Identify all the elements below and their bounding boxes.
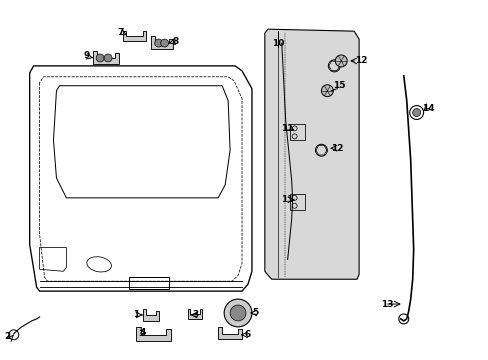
Text: 8: 8 bbox=[172, 37, 178, 46]
Circle shape bbox=[412, 109, 420, 117]
Circle shape bbox=[96, 54, 104, 62]
Circle shape bbox=[224, 299, 251, 327]
Circle shape bbox=[230, 305, 245, 321]
Polygon shape bbox=[93, 51, 119, 64]
Text: 9: 9 bbox=[83, 51, 89, 60]
Text: 4: 4 bbox=[139, 328, 146, 337]
Text: 6: 6 bbox=[244, 330, 250, 339]
Polygon shape bbox=[264, 29, 358, 279]
Circle shape bbox=[104, 54, 112, 62]
Polygon shape bbox=[142, 309, 158, 321]
Text: 2: 2 bbox=[5, 332, 11, 341]
Text: 7: 7 bbox=[118, 28, 124, 37]
Polygon shape bbox=[150, 36, 172, 49]
Text: 12: 12 bbox=[330, 144, 343, 153]
Polygon shape bbox=[136, 327, 170, 341]
Text: 14: 14 bbox=[422, 104, 434, 113]
Text: 11: 11 bbox=[281, 124, 293, 133]
Polygon shape bbox=[122, 31, 145, 41]
Polygon shape bbox=[188, 309, 202, 319]
Text: 15: 15 bbox=[332, 81, 345, 90]
Circle shape bbox=[161, 39, 168, 47]
Text: 3: 3 bbox=[192, 310, 198, 319]
Text: 12: 12 bbox=[354, 57, 366, 66]
Text: 5: 5 bbox=[251, 309, 258, 318]
Circle shape bbox=[335, 55, 346, 67]
Text: 11: 11 bbox=[281, 195, 293, 204]
Circle shape bbox=[154, 39, 163, 47]
Text: 13: 13 bbox=[380, 300, 392, 309]
Circle shape bbox=[321, 85, 333, 96]
Text: 1: 1 bbox=[132, 310, 139, 319]
Text: 10: 10 bbox=[271, 39, 284, 48]
Polygon shape bbox=[218, 327, 242, 339]
